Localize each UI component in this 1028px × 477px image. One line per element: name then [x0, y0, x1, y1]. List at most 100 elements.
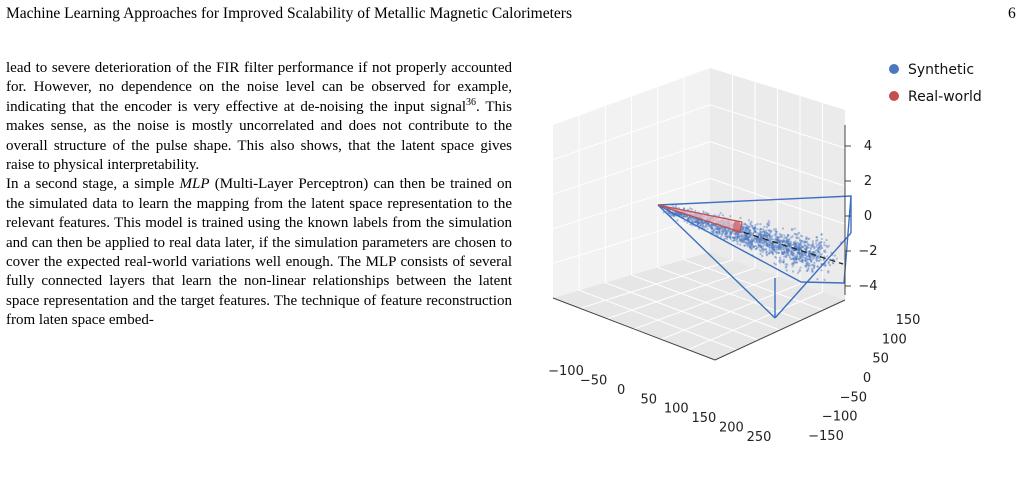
synthetic-point [747, 227, 750, 231]
synthetic-point [682, 215, 685, 218]
synthetic-point [775, 252, 778, 255]
synthetic-point [748, 242, 752, 245]
synthetic-point [698, 221, 701, 224]
synthetic-point [719, 227, 722, 230]
synthetic-point [768, 234, 771, 237]
synthetic-point [741, 230, 744, 233]
synthetic-point [790, 241, 793, 244]
synthetic-point [765, 229, 768, 232]
synthetic-point [727, 228, 730, 231]
synthetic-point [766, 234, 769, 237]
synthetic-point [786, 239, 789, 242]
synthetic-point [786, 233, 790, 237]
synthetic-point [754, 226, 757, 229]
synthetic-point [766, 244, 769, 247]
synthetic-point [751, 226, 754, 230]
synthetic-point [817, 246, 821, 249]
synthetic-point [761, 238, 764, 241]
synthetic-point [771, 243, 774, 246]
synthetic-point [753, 245, 756, 248]
synthetic-point [766, 236, 769, 239]
synthetic-point [759, 231, 762, 234]
synthetic-point [789, 245, 792, 248]
synthetic-point [791, 228, 794, 231]
synthetic-point [811, 270, 814, 273]
synthetic-point [803, 240, 806, 243]
synthetic-point [744, 234, 748, 237]
synthetic-point [673, 214, 676, 217]
synthetic-point [759, 243, 762, 246]
synthetic-point [772, 246, 775, 250]
synthetic-point [785, 249, 789, 252]
synthetic-point [778, 246, 781, 249]
synthetic-point [775, 232, 778, 235]
synthetic-point [749, 245, 753, 248]
synthetic-point [750, 242, 753, 245]
synthetic-point [750, 220, 753, 223]
synthetic-point [765, 243, 769, 246]
synthetic-point [776, 238, 780, 241]
synthetic-point [684, 215, 687, 218]
synthetic-point [810, 256, 813, 259]
synthetic-point [749, 222, 752, 225]
synthetic-point [755, 231, 758, 234]
synthetic-point [763, 231, 767, 234]
synthetic-point [804, 238, 808, 241]
synthetic-point [798, 252, 801, 255]
synthetic-point [718, 232, 722, 235]
synthetic-point [808, 264, 811, 267]
synthetic-point [787, 249, 791, 252]
grid-line [552, 177, 711, 230]
synthetic-point [748, 229, 752, 232]
synthetic-point [798, 253, 801, 256]
synthetic-point [758, 228, 762, 231]
synthetic-point [696, 223, 699, 226]
synthetic-point [770, 246, 774, 249]
synthetic-point [726, 235, 729, 239]
synthetic-point [801, 252, 804, 255]
synthetic-point [749, 246, 752, 249]
synthetic-point [788, 242, 791, 245]
synthetic-point [748, 234, 752, 237]
synthetic-point [767, 243, 770, 246]
synthetic-point [756, 232, 759, 235]
synthetic-point [694, 220, 697, 224]
synthetic-point [800, 256, 803, 259]
synthetic-point [788, 245, 791, 248]
synthetic-point [752, 228, 755, 231]
synthetic-point [798, 247, 801, 250]
synthetic-point [808, 250, 811, 253]
synthetic-point [771, 246, 774, 249]
synthetic-point [766, 232, 769, 236]
synthetic-point [694, 221, 697, 224]
synthetic-point [750, 247, 753, 250]
synthetic-point [817, 250, 820, 253]
synthetic-point [745, 233, 749, 237]
synthetic-point [768, 237, 771, 240]
synthetic-point [801, 254, 804, 257]
synthetic-point [783, 234, 786, 237]
synthetic-point [683, 220, 686, 223]
synthetic-point [759, 237, 762, 240]
synthetic-point [759, 235, 762, 239]
synthetic-point [804, 259, 807, 263]
synthetic-point [781, 240, 785, 243]
synthetic-point [793, 246, 797, 249]
synthetic-point [783, 252, 786, 255]
synthetic-point [777, 246, 780, 249]
synthetic-point [780, 244, 783, 247]
synthetic-point [805, 248, 808, 251]
synthetic-point [779, 235, 782, 239]
synthetic-point [729, 235, 732, 238]
synthetic-point [815, 252, 819, 255]
synthetic-point [777, 240, 780, 243]
synthetic-point [710, 223, 713, 227]
grid-line [709, 104, 846, 149]
synthetic-point [771, 245, 774, 248]
synthetic-point [701, 222, 704, 225]
synthetic-point [797, 271, 800, 274]
synthetic-point [683, 214, 686, 217]
synthetic-point [774, 255, 777, 258]
synthetic-point [710, 224, 713, 227]
synthetic-point [686, 221, 689, 224]
